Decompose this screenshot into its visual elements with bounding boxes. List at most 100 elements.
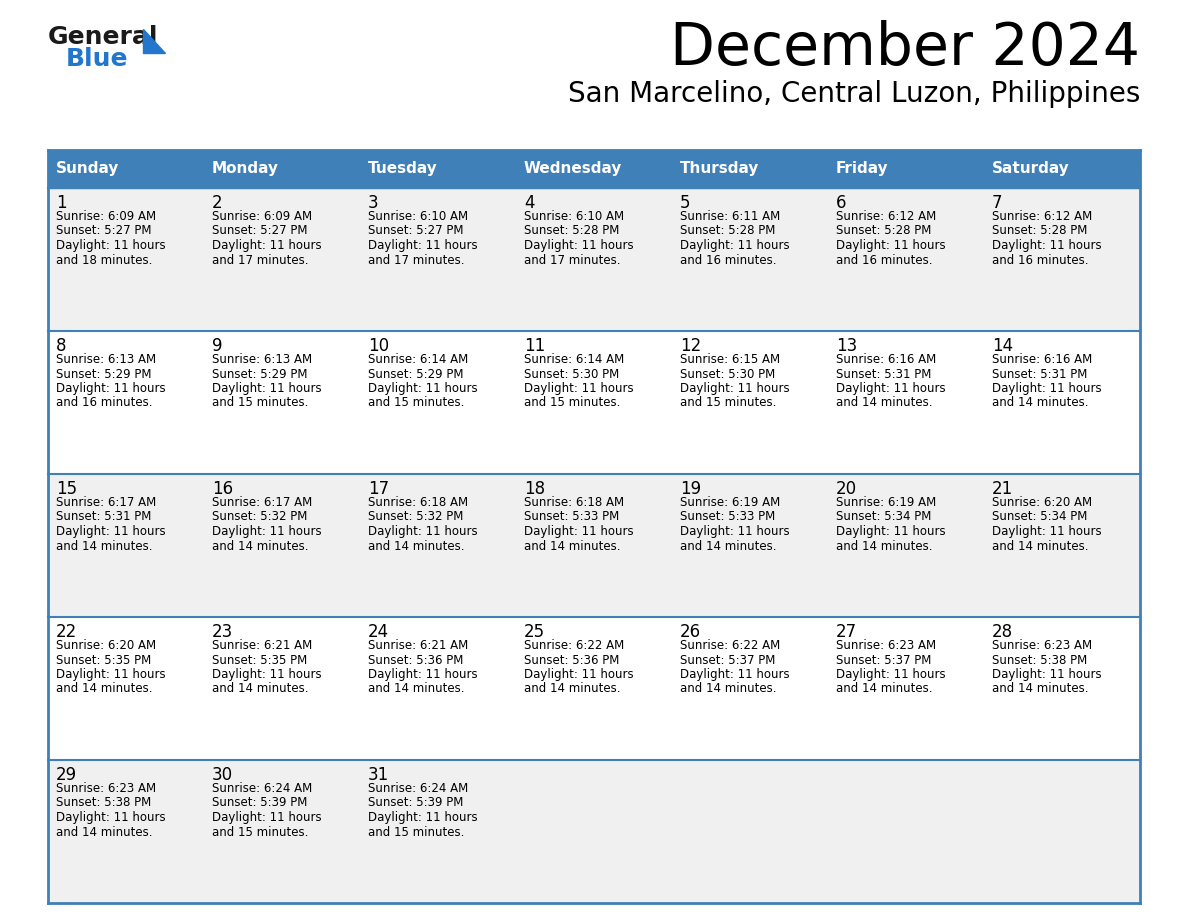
Text: Sunrise: 6:21 AM: Sunrise: 6:21 AM bbox=[368, 639, 468, 652]
Text: Daylight: 11 hours: Daylight: 11 hours bbox=[836, 668, 946, 681]
Text: 1: 1 bbox=[56, 194, 67, 212]
Text: and 14 minutes.: and 14 minutes. bbox=[524, 540, 620, 553]
Text: 28: 28 bbox=[992, 623, 1013, 641]
Text: Daylight: 11 hours: Daylight: 11 hours bbox=[836, 382, 946, 395]
Text: 6: 6 bbox=[836, 194, 847, 212]
Text: Wednesday: Wednesday bbox=[524, 162, 623, 176]
Text: Daylight: 11 hours: Daylight: 11 hours bbox=[368, 668, 478, 681]
Text: Daylight: 11 hours: Daylight: 11 hours bbox=[56, 239, 165, 252]
Text: Sunrise: 6:18 AM: Sunrise: 6:18 AM bbox=[524, 496, 624, 509]
Text: and 14 minutes.: and 14 minutes. bbox=[836, 682, 933, 696]
Text: and 14 minutes.: and 14 minutes. bbox=[211, 540, 309, 553]
Text: Sunset: 5:34 PM: Sunset: 5:34 PM bbox=[836, 510, 931, 523]
Text: and 14 minutes.: and 14 minutes. bbox=[56, 540, 152, 553]
Text: Sunrise: 6:23 AM: Sunrise: 6:23 AM bbox=[56, 782, 156, 795]
Text: Sunrise: 6:14 AM: Sunrise: 6:14 AM bbox=[368, 353, 468, 366]
Text: Sunrise: 6:17 AM: Sunrise: 6:17 AM bbox=[56, 496, 157, 509]
Text: Sunrise: 6:09 AM: Sunrise: 6:09 AM bbox=[56, 210, 156, 223]
Text: 21: 21 bbox=[992, 480, 1013, 498]
Text: 19: 19 bbox=[680, 480, 701, 498]
Text: Daylight: 11 hours: Daylight: 11 hours bbox=[992, 239, 1101, 252]
Bar bbox=[48, 760, 1140, 903]
Text: 11: 11 bbox=[524, 337, 545, 355]
Text: Daylight: 11 hours: Daylight: 11 hours bbox=[211, 525, 322, 538]
Text: 18: 18 bbox=[524, 480, 545, 498]
Bar bbox=[48, 331, 1140, 474]
Text: Sunset: 5:28 PM: Sunset: 5:28 PM bbox=[680, 225, 776, 238]
Text: and 14 minutes.: and 14 minutes. bbox=[368, 682, 465, 696]
Text: Sunrise: 6:19 AM: Sunrise: 6:19 AM bbox=[680, 496, 781, 509]
Text: 9: 9 bbox=[211, 337, 222, 355]
Text: Daylight: 11 hours: Daylight: 11 hours bbox=[680, 525, 790, 538]
Text: Daylight: 11 hours: Daylight: 11 hours bbox=[680, 239, 790, 252]
Text: 8: 8 bbox=[56, 337, 67, 355]
Text: Sunday: Sunday bbox=[56, 162, 119, 176]
Text: and 15 minutes.: and 15 minutes. bbox=[211, 397, 309, 409]
Text: Sunrise: 6:20 AM: Sunrise: 6:20 AM bbox=[56, 639, 156, 652]
Text: 7: 7 bbox=[992, 194, 1003, 212]
Text: and 15 minutes.: and 15 minutes. bbox=[211, 825, 309, 838]
Text: Daylight: 11 hours: Daylight: 11 hours bbox=[680, 668, 790, 681]
Text: 24: 24 bbox=[368, 623, 390, 641]
Text: Daylight: 11 hours: Daylight: 11 hours bbox=[524, 239, 633, 252]
Text: Sunset: 5:30 PM: Sunset: 5:30 PM bbox=[524, 367, 619, 380]
Text: Thursday: Thursday bbox=[680, 162, 759, 176]
Text: Sunset: 5:37 PM: Sunset: 5:37 PM bbox=[680, 654, 776, 666]
Text: Sunset: 5:29 PM: Sunset: 5:29 PM bbox=[211, 367, 308, 380]
Text: Sunrise: 6:11 AM: Sunrise: 6:11 AM bbox=[680, 210, 781, 223]
Text: and 16 minutes.: and 16 minutes. bbox=[992, 253, 1088, 266]
Text: and 14 minutes.: and 14 minutes. bbox=[836, 540, 933, 553]
Text: Friday: Friday bbox=[836, 162, 889, 176]
Text: 2: 2 bbox=[211, 194, 222, 212]
Text: 4: 4 bbox=[524, 194, 535, 212]
Text: Sunrise: 6:16 AM: Sunrise: 6:16 AM bbox=[992, 353, 1092, 366]
Polygon shape bbox=[143, 29, 165, 53]
Text: Daylight: 11 hours: Daylight: 11 hours bbox=[211, 811, 322, 824]
Text: Sunset: 5:36 PM: Sunset: 5:36 PM bbox=[524, 654, 619, 666]
Text: Sunrise: 6:24 AM: Sunrise: 6:24 AM bbox=[211, 782, 312, 795]
Text: and 14 minutes.: and 14 minutes. bbox=[680, 540, 777, 553]
Text: Sunset: 5:38 PM: Sunset: 5:38 PM bbox=[56, 797, 151, 810]
Text: 25: 25 bbox=[524, 623, 545, 641]
Text: Daylight: 11 hours: Daylight: 11 hours bbox=[368, 382, 478, 395]
Text: 31: 31 bbox=[368, 766, 390, 784]
Text: 5: 5 bbox=[680, 194, 690, 212]
Text: Sunset: 5:27 PM: Sunset: 5:27 PM bbox=[56, 225, 152, 238]
Text: Saturday: Saturday bbox=[992, 162, 1069, 176]
Text: Sunset: 5:28 PM: Sunset: 5:28 PM bbox=[992, 225, 1087, 238]
Text: 17: 17 bbox=[368, 480, 390, 498]
Text: and 16 minutes.: and 16 minutes. bbox=[56, 397, 152, 409]
Text: Sunrise: 6:15 AM: Sunrise: 6:15 AM bbox=[680, 353, 781, 366]
Text: Daylight: 11 hours: Daylight: 11 hours bbox=[368, 525, 478, 538]
Text: Sunset: 5:39 PM: Sunset: 5:39 PM bbox=[368, 797, 463, 810]
Text: 10: 10 bbox=[368, 337, 390, 355]
Text: 30: 30 bbox=[211, 766, 233, 784]
Text: 3: 3 bbox=[368, 194, 379, 212]
Text: Sunset: 5:28 PM: Sunset: 5:28 PM bbox=[524, 225, 619, 238]
Text: and 17 minutes.: and 17 minutes. bbox=[211, 253, 309, 266]
Text: Sunset: 5:33 PM: Sunset: 5:33 PM bbox=[524, 510, 619, 523]
Text: Blue: Blue bbox=[67, 47, 128, 71]
Text: and 14 minutes.: and 14 minutes. bbox=[836, 397, 933, 409]
Text: and 14 minutes.: and 14 minutes. bbox=[992, 682, 1088, 696]
Text: Sunrise: 6:13 AM: Sunrise: 6:13 AM bbox=[56, 353, 156, 366]
Text: and 15 minutes.: and 15 minutes. bbox=[368, 397, 465, 409]
Text: Sunset: 5:34 PM: Sunset: 5:34 PM bbox=[992, 510, 1087, 523]
Text: Sunrise: 6:12 AM: Sunrise: 6:12 AM bbox=[992, 210, 1092, 223]
Text: 15: 15 bbox=[56, 480, 77, 498]
Text: Sunrise: 6:10 AM: Sunrise: 6:10 AM bbox=[368, 210, 468, 223]
Text: Sunset: 5:38 PM: Sunset: 5:38 PM bbox=[992, 654, 1087, 666]
Text: and 14 minutes.: and 14 minutes. bbox=[56, 682, 152, 696]
Text: 22: 22 bbox=[56, 623, 77, 641]
Text: Sunrise: 6:19 AM: Sunrise: 6:19 AM bbox=[836, 496, 936, 509]
Text: Sunset: 5:32 PM: Sunset: 5:32 PM bbox=[211, 510, 308, 523]
Text: Sunset: 5:37 PM: Sunset: 5:37 PM bbox=[836, 654, 931, 666]
Text: and 15 minutes.: and 15 minutes. bbox=[368, 825, 465, 838]
Text: Daylight: 11 hours: Daylight: 11 hours bbox=[368, 811, 478, 824]
Text: 27: 27 bbox=[836, 623, 857, 641]
Text: Daylight: 11 hours: Daylight: 11 hours bbox=[836, 239, 946, 252]
Text: 29: 29 bbox=[56, 766, 77, 784]
Text: Daylight: 11 hours: Daylight: 11 hours bbox=[680, 382, 790, 395]
Text: and 16 minutes.: and 16 minutes. bbox=[680, 253, 777, 266]
Bar bbox=[48, 474, 1140, 617]
